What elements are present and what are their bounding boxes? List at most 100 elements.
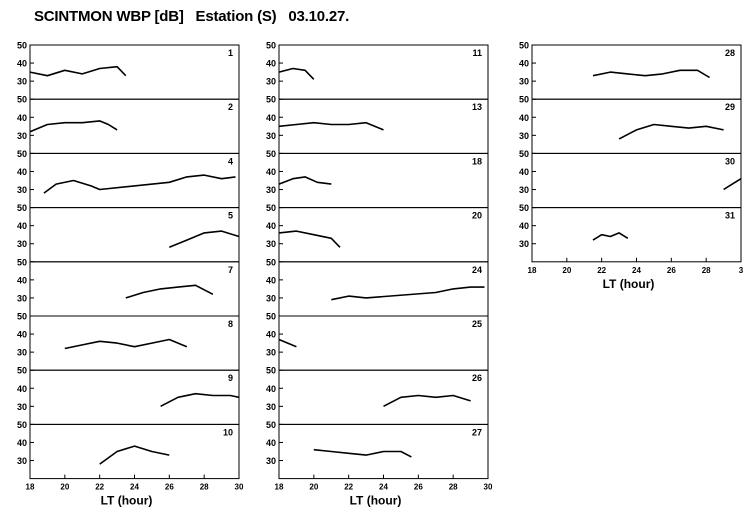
- data-trace-day-18: [278, 176, 332, 185]
- x-tick-label: 26: [165, 483, 174, 492]
- data-trace-day-24: [331, 286, 485, 301]
- panel-day-label: 2: [228, 102, 233, 112]
- panel-frame: [29, 315, 240, 371]
- data-trace-day-20: [278, 230, 341, 248]
- y-tick-label: 40: [266, 221, 276, 231]
- x-tick-label: 30: [484, 483, 493, 492]
- y-tick-label: 30: [266, 348, 276, 358]
- y-tick-label: 50: [266, 95, 276, 105]
- panel-day-label: 26: [472, 373, 482, 383]
- x-tick-label: 26: [667, 266, 676, 275]
- y-tick-label: 30: [519, 77, 529, 87]
- data-trace-day-8: [64, 338, 188, 350]
- y-tick-label: 40: [266, 167, 276, 177]
- data-trace-day-4: [43, 174, 236, 194]
- y-tick-label: 50: [17, 203, 27, 213]
- data-trace-day-29: [618, 123, 724, 140]
- x-axis-label: LT (hour): [603, 277, 655, 291]
- y-tick-label: 50: [17, 366, 27, 376]
- y-tick-label: 30: [17, 185, 27, 195]
- x-tick-label: 30: [235, 483, 244, 492]
- y-tick-label: 40: [266, 330, 276, 340]
- panel-day-label: 11: [472, 48, 482, 58]
- y-tick-label: 30: [266, 239, 276, 249]
- panel-day-label: 7: [228, 265, 233, 275]
- panel-day-label: 13: [472, 102, 482, 112]
- y-tick-label: 40: [17, 113, 27, 123]
- y-tick-label: 40: [519, 59, 529, 69]
- data-trace-day-7: [125, 284, 214, 299]
- y-tick-label: 50: [17, 420, 27, 430]
- panel-day-label: 30: [725, 156, 735, 166]
- data-trace-day-11: [278, 67, 315, 80]
- y-tick-label: 30: [17, 239, 27, 249]
- y-tick-label: 30: [519, 131, 529, 141]
- y-tick-label: 30: [519, 239, 529, 249]
- panel-frame: [278, 315, 489, 371]
- y-tick-label: 50: [266, 203, 276, 213]
- y-tick-label: 40: [17, 59, 27, 69]
- x-tick-label: 3: [739, 266, 744, 275]
- y-tick-label: 50: [519, 149, 529, 159]
- panel-day-label: 9: [228, 373, 233, 383]
- panel-frame: [531, 152, 742, 209]
- y-tick-label: 30: [17, 456, 27, 466]
- data-trace-day-31: [592, 232, 629, 241]
- panel-frame: [278, 152, 489, 209]
- x-tick-label: 28: [702, 266, 711, 275]
- x-tick-label: 22: [344, 483, 353, 492]
- y-tick-label: 50: [266, 257, 276, 267]
- data-trace-day-27: [313, 448, 412, 458]
- panel-day-label: 5: [228, 211, 233, 221]
- panel-day-label: 4: [228, 156, 233, 166]
- y-tick-label: 30: [17, 77, 27, 87]
- data-trace-day-30: [723, 178, 742, 191]
- y-tick-label: 50: [519, 203, 529, 213]
- y-tick-label: 40: [17, 221, 27, 231]
- y-tick-label: 50: [266, 149, 276, 159]
- y-tick-label: 30: [266, 456, 276, 466]
- panel-frame: [278, 44, 489, 100]
- x-tick-label: 26: [414, 483, 423, 492]
- y-tick-label: 40: [266, 59, 276, 69]
- x-tick-label: 20: [309, 483, 318, 492]
- panel-day-label: 25: [472, 319, 482, 329]
- y-tick-label: 40: [17, 384, 27, 394]
- panel-frame: [29, 261, 240, 317]
- page-title: SCINTMON WBP [dB] Estation (S) 03.10.27.: [34, 8, 350, 25]
- x-tick-label: 18: [528, 266, 537, 275]
- x-tick-label: 22: [597, 266, 606, 275]
- y-tick-label: 40: [17, 438, 27, 448]
- y-tick-label: 40: [17, 167, 27, 177]
- x-tick-label: 28: [449, 483, 458, 492]
- y-tick-label: 50: [17, 149, 27, 159]
- x-tick-label: 22: [95, 483, 104, 492]
- panel-day-label: 1: [228, 48, 233, 58]
- y-tick-label: 40: [17, 330, 27, 340]
- y-tick-label: 30: [17, 402, 27, 412]
- y-tick-label: 40: [519, 113, 529, 123]
- y-tick-label: 40: [17, 275, 27, 285]
- panel-day-label: 24: [472, 265, 482, 275]
- data-trace-day-26: [383, 394, 471, 408]
- x-tick-label: 20: [562, 266, 571, 275]
- data-trace-day-10: [99, 445, 170, 465]
- panel-day-label: 10: [223, 427, 233, 437]
- y-tick-label: 50: [519, 95, 529, 105]
- y-tick-label: 40: [266, 438, 276, 448]
- y-tick-label: 50: [266, 420, 276, 430]
- y-tick-label: 50: [17, 312, 27, 322]
- y-tick-label: 50: [17, 257, 27, 267]
- y-tick-label: 40: [519, 167, 529, 177]
- x-tick-label: 24: [632, 266, 641, 275]
- y-tick-label: 40: [266, 275, 276, 285]
- y-tick-label: 50: [266, 41, 276, 51]
- y-tick-label: 40: [519, 221, 529, 231]
- data-trace-day-5: [168, 230, 240, 249]
- data-trace-day-9: [160, 392, 240, 408]
- y-tick-label: 30: [266, 402, 276, 412]
- y-tick-label: 50: [266, 366, 276, 376]
- x-tick-label: 24: [130, 483, 139, 492]
- y-tick-label: 50: [17, 95, 27, 105]
